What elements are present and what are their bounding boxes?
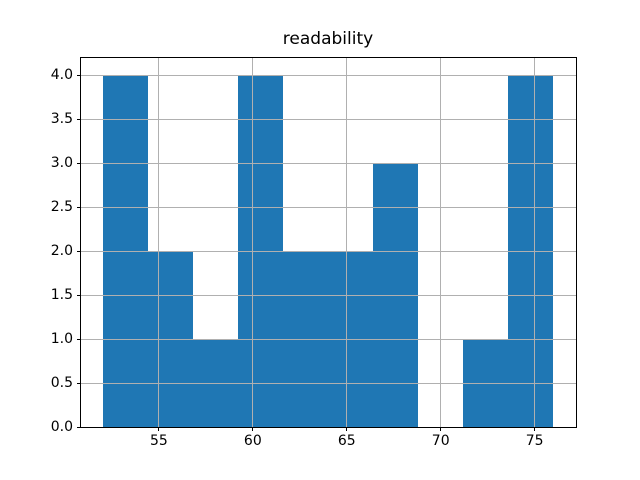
x-tick-mark	[440, 427, 442, 431]
y-tick-label: 1.0	[50, 330, 73, 347]
x-tick-label: 65	[337, 432, 356, 449]
x-tick-label: 70	[431, 432, 450, 449]
y-tick-label: 4.0	[50, 66, 73, 83]
x-tick-mark	[534, 427, 536, 431]
y-tick-label: 3.5	[50, 110, 73, 127]
y-tick-label: 2.0	[50, 242, 73, 259]
x-tick-label: 75	[525, 432, 544, 449]
y-tick-label: 2.5	[50, 198, 73, 215]
y-tick-label: 0.5	[50, 374, 73, 391]
axes-border	[79, 57, 577, 428]
x-tick-label: 55	[149, 432, 168, 449]
x-tick-mark	[252, 427, 254, 431]
x-tick-label: 60	[243, 432, 262, 449]
chart-title: readability	[282, 29, 374, 49]
y-tick-label: 0.0	[50, 418, 73, 435]
y-tick-label: 3.0	[50, 154, 73, 171]
x-tick-mark	[158, 427, 160, 431]
x-tick-mark	[346, 427, 348, 431]
y-tick-label: 1.5	[50, 286, 73, 303]
